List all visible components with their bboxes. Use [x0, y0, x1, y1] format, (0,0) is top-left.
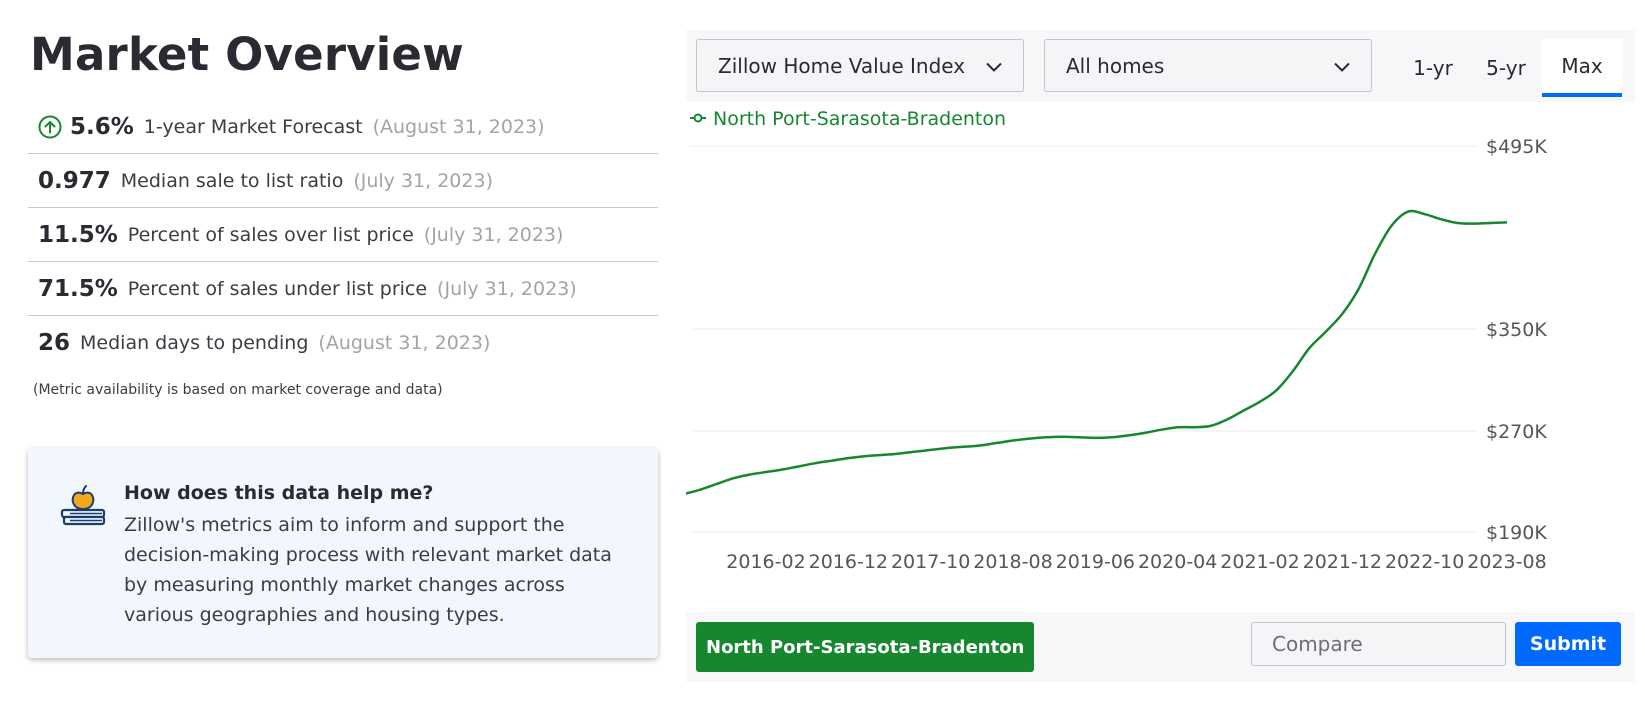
- metric-row-forecast: 5.6% 1-year Market Forecast (August 31, …: [28, 100, 658, 154]
- metric-value: 71.5%: [38, 275, 118, 302]
- y-tick-label: $495K: [1486, 136, 1547, 158]
- legend-label: North Port-Sarasota-Bradenton: [713, 108, 1006, 130]
- y-tick-label: $350K: [1486, 319, 1547, 341]
- chevron-down-icon: [1333, 57, 1351, 75]
- x-tick-label: 2021-02: [1220, 551, 1299, 573]
- page-title: Market Overview: [30, 28, 464, 81]
- x-tick-label: 2018-08: [973, 551, 1052, 573]
- metric-date: (August 31, 2023): [372, 115, 545, 138]
- region-chip[interactable]: North Port-Sarasota-Bradenton: [696, 622, 1035, 672]
- metric-select[interactable]: Zillow Home Value Index: [696, 39, 1024, 92]
- help-card: How does this data help me? Zillow's met…: [28, 448, 658, 658]
- metric-label: 1-year Market Forecast: [143, 115, 363, 138]
- metrics-list: 5.6% 1-year Market Forecast (August 31, …: [28, 100, 658, 370]
- metric-row-over-list: 11.5% Percent of sales over list price (…: [28, 208, 658, 262]
- submit-button[interactable]: Submit: [1515, 622, 1621, 666]
- range-tab-5yr[interactable]: 5-yr: [1486, 56, 1526, 80]
- y-tick-label: $270K: [1486, 421, 1547, 443]
- range-tab-max[interactable]: Max: [1542, 39, 1622, 97]
- chart-panel: Zillow Home Value Index All homes 1-yr 5…: [686, 30, 1635, 682]
- metric-label: Median days to pending: [80, 332, 309, 354]
- metric-value: 26: [38, 330, 71, 356]
- help-text: Zillow's metrics aim to inform and suppo…: [124, 514, 612, 626]
- chart-svg: $190K $270K $350K $495K 2016-02 2016-12 2017-1…: [686, 108, 1547, 573]
- metric-value: 5.6%: [70, 113, 134, 140]
- metric-availability-note: (Metric availability is based on market …: [33, 382, 443, 398]
- metric-date: (July 31, 2023): [353, 169, 493, 192]
- x-tick-label: 2023-08: [1467, 551, 1546, 573]
- metric-value: 11.5%: [38, 221, 118, 248]
- x-tick-label: 2016-12: [809, 551, 888, 573]
- home-type-select[interactable]: All homes: [1044, 39, 1372, 92]
- metric-date: (July 31, 2023): [423, 223, 564, 246]
- y-tick-label: $190K: [1486, 522, 1547, 544]
- metric-label: Percent of sales under list price: [127, 277, 428, 300]
- metric-value: 0.977: [38, 167, 111, 194]
- range-tab-1yr[interactable]: 1-yr: [1413, 56, 1453, 80]
- arrow-up-circle-icon: [38, 115, 62, 139]
- x-tick-label: 2021-12: [1303, 551, 1382, 573]
- chevron-down-icon: [985, 57, 1003, 75]
- metric-date: (July 31, 2023): [437, 277, 577, 300]
- metric-date: (August 31, 2023): [318, 332, 491, 354]
- apple-on-books-icon: [58, 482, 108, 532]
- line-chart: $190K $270K $350K $495K 2016-02 2016-12 2017-1…: [686, 102, 1635, 612]
- chart-bottom-bar: North Port-Sarasota-Bradenton Submit: [686, 612, 1635, 682]
- home-type-select-value: All homes: [1066, 53, 1165, 78]
- metric-row-under-list: 71.5% Percent of sales under list price …: [28, 262, 658, 316]
- x-tick-label: 2020-04: [1138, 551, 1217, 573]
- series-line: [686, 209, 1508, 495]
- x-tick-label: 2022-10: [1385, 551, 1464, 573]
- x-tick-label: 2019-06: [1056, 551, 1135, 573]
- metric-label: Median sale to list ratio: [120, 169, 344, 192]
- compare-input[interactable]: [1251, 622, 1506, 666]
- x-tick-label: 2016-02: [726, 551, 805, 573]
- metric-label: Percent of sales over list price: [127, 223, 414, 246]
- x-tick-label: 2017-10: [891, 551, 970, 573]
- legend-marker: [693, 113, 703, 123]
- help-title: How does this data help me?: [124, 482, 434, 504]
- metric-select-value: Zillow Home Value Index: [718, 53, 966, 78]
- chart-controls: Zillow Home Value Index All homes 1-yr 5…: [686, 30, 1635, 102]
- metric-row-sale-to-list: 0.977 Median sale to list ratio (July 31…: [28, 154, 658, 208]
- metric-row-days-to-pending: 26 Median days to pending (August 31, 20…: [28, 316, 658, 370]
